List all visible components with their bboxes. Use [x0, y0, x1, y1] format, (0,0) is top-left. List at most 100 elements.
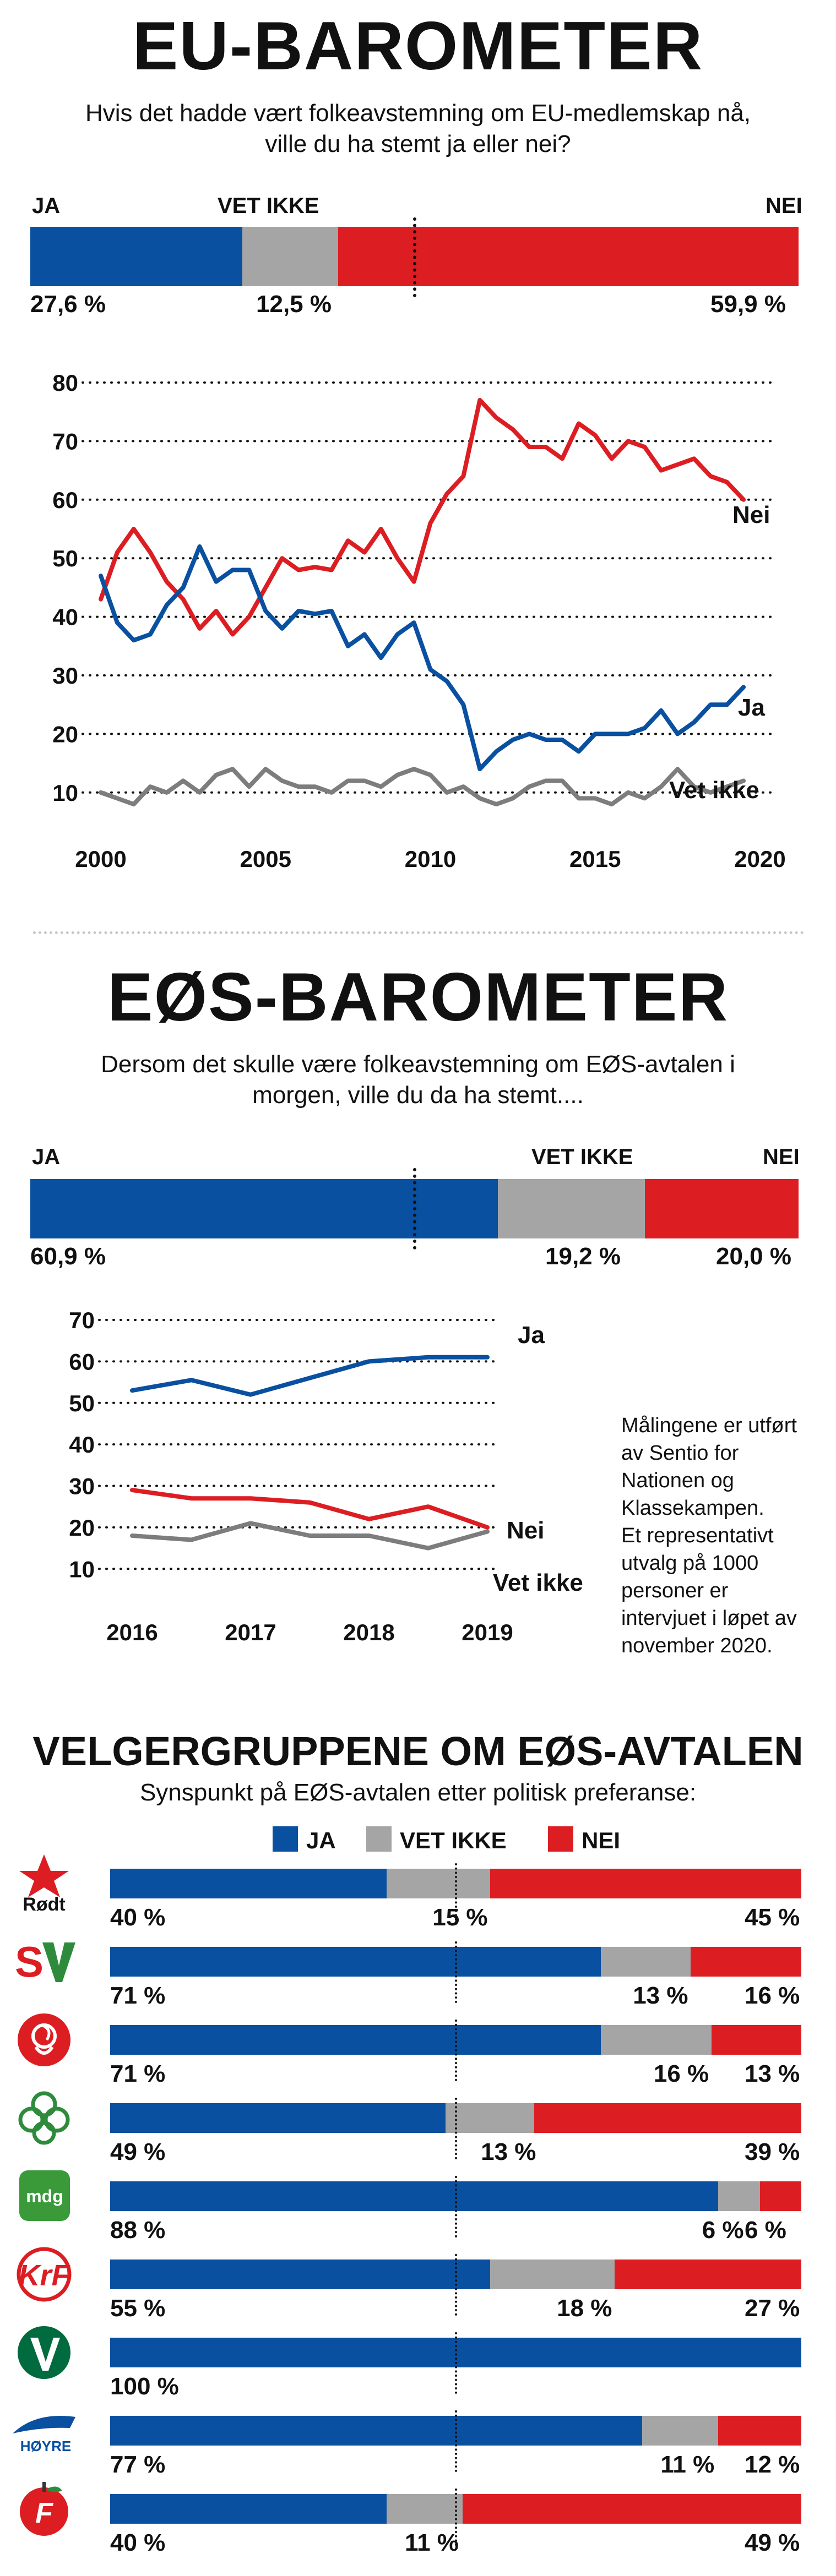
svg-text:mdg: mdg: [26, 2186, 63, 2206]
party-pct-ja: 71 %: [110, 2060, 165, 2088]
eu-y-tick-label: 20: [52, 721, 78, 747]
frp-logo: F: [3, 2479, 85, 2542]
eos-x-tick-label: 2018: [343, 1619, 394, 1645]
party-pct-vet-ikke: 13 %: [633, 1982, 688, 2010]
party-bar-ja: [110, 1869, 387, 1898]
eos-bar-ja: [30, 1179, 498, 1238]
hoyre-logo: HØYRE: [3, 2400, 85, 2464]
party-pct-nei: 45 %: [745, 1904, 800, 1931]
eu-series-label: Ja: [738, 694, 765, 721]
party-bar-nei: [760, 2181, 801, 2211]
eu-bar-ja: [30, 227, 242, 286]
eos-pct-nei: 20,0 %: [716, 1243, 791, 1270]
eos-y-tick-label: 30: [69, 1473, 95, 1499]
party-bar-nei: [615, 2260, 801, 2289]
party-pct-vet-ikke: 11 %: [660, 2451, 714, 2479]
eos-y-tick-label: 10: [69, 1556, 95, 1582]
party-bar-nei: [534, 2103, 801, 2133]
party-bar-ja: [110, 2181, 718, 2211]
eu-question-line2: ville du ha stemt ja eller nei?: [0, 129, 836, 160]
survey-note-line: av Sentio for: [621, 1439, 825, 1467]
eu-label-nei: NEI: [766, 194, 802, 219]
eos-question-line1: Dersom det skulle være folkeavstemning o…: [0, 1049, 836, 1080]
groups-subtitle: Synspunkt på EØS-avtalen etter politisk …: [0, 1779, 836, 1807]
party-bar-ja: [110, 2260, 490, 2289]
party-pct-nei: 12 %: [745, 2451, 800, 2479]
svg-text:F: F: [35, 2497, 53, 2529]
party-pct-nei: 13 %: [745, 2060, 800, 2088]
party-bar-ja: [110, 1947, 601, 1977]
eu-y-tick-label: 80: [52, 370, 78, 396]
party-majority-line: [455, 2410, 457, 2472]
eos-x-tick-label: 2016: [106, 1619, 158, 1645]
eu-series-label: Nei: [732, 501, 770, 528]
svg-text:KrF: KrF: [19, 2259, 71, 2292]
clover-logo: [3, 2088, 85, 2151]
svg-text:HØYRE: HØYRE: [20, 2438, 71, 2454]
eu-x-tick-label: 2000: [75, 846, 126, 872]
eos-pct-vet-ikke: 19,2 %: [545, 1243, 621, 1270]
party-pct-nei: 16 %: [745, 1982, 800, 2010]
rose-logo: [3, 2010, 85, 2073]
party-pct-ja: 40 %: [110, 1904, 165, 1931]
sv-logo: S: [3, 1931, 85, 1995]
eos-series-label: Vet ikke: [493, 1569, 583, 1596]
eu-pct-nei: 59,9 %: [710, 291, 786, 318]
eu-question-line1: Hvis det hadde vært folkeavstemning om E…: [0, 98, 836, 129]
eos-y-tick-label: 50: [69, 1390, 95, 1416]
party-bar-vet-ikke: [490, 2260, 615, 2289]
eos-y-tick-label: 70: [69, 1307, 95, 1333]
eos-bar-vet-ikke: [498, 1179, 645, 1238]
eos-x-tick-label: 2017: [225, 1619, 276, 1645]
party-pct-vet-ikke: 11 %: [405, 2529, 459, 2557]
legend-swatch-ja: [273, 1826, 298, 1852]
mdg-logo: mdg: [3, 2166, 85, 2229]
eu-series-ja: [101, 547, 743, 769]
party-majority-line: [455, 2332, 457, 2394]
eu-label-vet-ikke: VET IKKE: [218, 194, 319, 219]
party-bar-vet-ikke: [601, 2025, 712, 2055]
eu-series-label: Vet ikke: [669, 777, 759, 804]
eos-bar-nei: [645, 1179, 799, 1238]
eu-majority-line: [413, 217, 416, 297]
eos-series-ja: [132, 1357, 487, 1395]
eos-pct-ja: 60,9 %: [30, 1243, 106, 1270]
section-divider: [33, 931, 804, 934]
eu-x-tick-label: 2010: [405, 846, 456, 872]
eos-y-tick-label: 20: [69, 1515, 95, 1541]
eu-line-chart: 10 20 30 40 50 60 70 80 2000 2005 2010 2015 2020 Nei J…: [0, 352, 836, 897]
survey-note-line: Målingene er utført: [621, 1412, 825, 1439]
party-bar-ja: [110, 2103, 446, 2133]
star-logo: Rødt: [3, 1853, 85, 1917]
v-logo: [3, 2322, 85, 2386]
party-bar-nei: [691, 1947, 801, 1977]
svg-text:Rødt: Rødt: [23, 1894, 65, 1914]
party-pct-vet-ikke: 18 %: [557, 2295, 612, 2322]
legend-label-vet-ikke: VET IKKE: [400, 1827, 507, 1854]
eos-series-label: Ja: [518, 1322, 545, 1349]
eu-x-tick-label: 2015: [569, 846, 621, 872]
party-bar-nei: [712, 2025, 801, 2055]
groups-title: VELGERGRUPPENE OM EØS-AVTALEN: [0, 1731, 836, 1772]
eos-series-label: Nei: [507, 1517, 544, 1544]
party-bar-vet-ikke: [718, 2181, 759, 2211]
party-bar-nei: [463, 2494, 801, 2524]
eu-y-tick-label: 70: [52, 428, 78, 454]
eu-pct-vet-ikke: 12,5 %: [256, 291, 332, 318]
survey-note-line: utvalg på 1000: [621, 1549, 825, 1577]
eos-label-vet-ikke: VET IKKE: [531, 1145, 633, 1170]
party-pct-ja: 100 %: [110, 2373, 179, 2400]
party-pct-ja: 88 %: [110, 2217, 165, 2244]
krf-logo: KrF: [3, 2244, 85, 2307]
svg-text:S: S: [15, 1938, 44, 1986]
survey-note: Målingene er utført av Sentio for Nationen…: [621, 1412, 825, 1660]
survey-note-line: Et representativt: [621, 1522, 825, 1549]
party-pct-nei: 6 %: [745, 2217, 786, 2244]
party-pct-ja: 77 %: [110, 2451, 165, 2479]
party-bar-nei: [718, 2416, 801, 2446]
party-pct-nei: 49 %: [745, 2529, 800, 2557]
party-pct-vet-ikke: 13 %: [481, 2138, 536, 2166]
party-majority-line: [455, 2020, 457, 2081]
party-bar-ja: [110, 2494, 387, 2524]
party-pct-nei: 39 %: [745, 2138, 800, 2166]
